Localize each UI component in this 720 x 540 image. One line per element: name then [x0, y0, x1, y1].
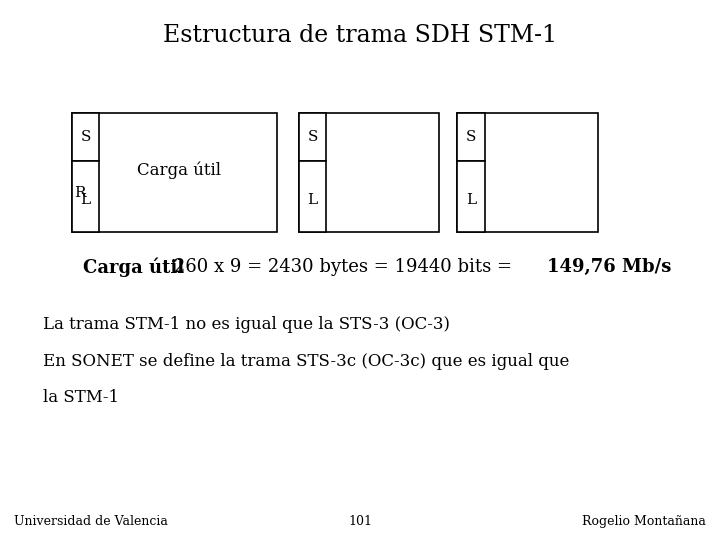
Text: 149,76 Mb/s: 149,76 Mb/s [547, 258, 672, 276]
Text: L: L [307, 193, 318, 207]
Bar [299, 113, 439, 232]
Text: Carga útil: Carga útil [138, 161, 221, 179]
Text: Estructura de trama SDH STM-1: Estructura de trama SDH STM-1 [163, 24, 557, 48]
Text: S: S [307, 130, 318, 144]
Bar [457, 113, 485, 161]
Text: En SONET se define la trama STS-3c (OC-3c) que es igual que: En SONET se define la trama STS-3c (OC-3… [43, 353, 570, 369]
Text: 101: 101 [348, 515, 372, 528]
Text: Carga útil: Carga útil [83, 258, 184, 277]
Bar [72, 113, 277, 232]
Text: la STM-1: la STM-1 [43, 389, 120, 406]
Text: La trama STM-1 no es igual que la STS-3 (OC-3): La trama STM-1 no es igual que la STS-3 … [43, 316, 450, 333]
Text: S: S [466, 130, 476, 144]
Bar [299, 113, 326, 161]
Text: R: R [74, 186, 86, 200]
Text: : 260 x 9 = 2430 bytes = 19440 bits =: : 260 x 9 = 2430 bytes = 19440 bits = [162, 258, 518, 276]
Text: Rogelio Montañana: Rogelio Montañana [582, 515, 706, 528]
Bar [457, 161, 485, 232]
Bar [72, 161, 99, 232]
Bar [299, 161, 326, 232]
Bar [457, 113, 598, 232]
Text: L: L [81, 193, 91, 207]
Bar [72, 113, 99, 161]
Text: L: L [466, 193, 476, 207]
Text: Universidad de Valencia: Universidad de Valencia [14, 515, 168, 528]
Text: S: S [81, 130, 91, 144]
